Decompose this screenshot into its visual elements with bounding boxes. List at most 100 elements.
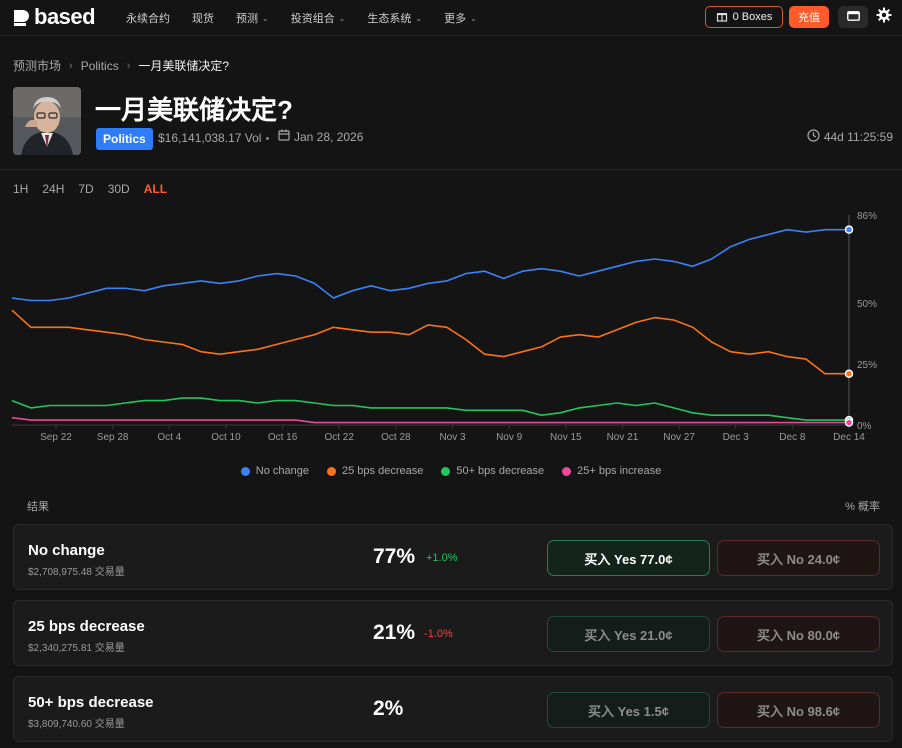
countdown-text: 44d 11:25:59 (823, 130, 893, 144)
gift-icon (716, 10, 728, 25)
boxes-label: 0 Boxes (732, 11, 773, 23)
series-end-point-0 (844, 225, 854, 234)
chevron-right-icon: › (126, 59, 131, 72)
x-tick-label: Nov 9 (496, 432, 523, 443)
outcome-name: 25 bps decrease (28, 618, 145, 635)
logo[interactable]: based (12, 4, 96, 29)
legend-swatch (327, 466, 336, 476)
buy-no-button[interactable]: 买入 No 24.0¢ (717, 540, 880, 576)
y-tick-label: 50% (857, 299, 877, 310)
series-line-1 (11, 309, 849, 375)
outcome-name: No change (28, 542, 105, 559)
legend-label: 50+ bps decrease (456, 465, 545, 477)
legend-label: 25+ bps increase (577, 465, 662, 477)
outcome-card-25bps-decrease[interactable]: 25 bps decrease $2,340,275.81 交易量 21% -1… (13, 600, 893, 666)
timeframe-tab[interactable]: 24H (42, 182, 65, 196)
series-end-point-1 (844, 369, 854, 378)
buy-no-button[interactable]: 买入 No 98.6¢ (717, 692, 880, 728)
outcomes-header-left: 结果 (27, 501, 49, 513)
divider (0, 169, 902, 170)
legend-item[interactable]: 50+ bps decrease (441, 465, 544, 477)
legend-item[interactable]: 25 bps decrease (327, 465, 423, 477)
outcome-change: -1.0% (424, 628, 453, 640)
legend-swatch (562, 466, 572, 476)
outcome-card-no-change[interactable]: No change $2,708,975.48 交易量 77% +1.0% 买入… (13, 524, 893, 590)
breadcrumb-category[interactable]: Politics (80, 58, 119, 73)
breadcrumb: 预测市场 › Politics › 一月美联储决定? (13, 57, 229, 74)
nav-item-3[interactable]: 投资组合 ⌄ (291, 10, 346, 26)
nav-item-2[interactable]: 预测 ⌄ (236, 10, 269, 26)
y-tick-label: 25% (857, 360, 877, 371)
nav-item-label: 生态系统 (367, 13, 412, 25)
buy-yes-button[interactable]: 买入 Yes 1.5¢ (547, 692, 710, 728)
breadcrumb-current: 一月美联储决定? (138, 59, 230, 73)
buy-no-button[interactable]: 买入 No 80.0¢ (717, 616, 880, 652)
timeframe-tab[interactable]: ALL (143, 182, 168, 196)
outcome-probability: 2% (373, 697, 404, 720)
buy-yes-button[interactable]: 买入 Yes 21.0¢ (547, 616, 710, 652)
x-tick-label: Dec 3 (723, 432, 750, 443)
nav-item-label: 永续合约 (126, 13, 170, 25)
market-image (13, 87, 81, 155)
legend-label: 25 bps decrease (342, 465, 424, 477)
page-title: 一月美联储决定? (95, 95, 293, 125)
main-menu: 永续合约 现货 预测 ⌄ 投资组合 ⌄ 生态系统 ⌄ 更多 ⌄ (126, 0, 499, 36)
series-line-0 (11, 228, 849, 302)
legend-label: No change (255, 465, 309, 477)
chevron-down-icon: ⌄ (415, 13, 423, 23)
topup-button[interactable]: 充值 (789, 6, 829, 28)
x-tick-label: Dec 8 (779, 432, 806, 443)
timeframe-tab[interactable]: 7D (78, 182, 94, 196)
x-tick-label: Nov 21 (607, 432, 639, 443)
market-date: Jan 28, 2026 (278, 129, 363, 144)
date-text: Jan 28, 2026 (294, 129, 364, 144)
x-tick-label: Nov 15 (550, 432, 582, 443)
nav-item-label: 投资组合 (290, 13, 335, 25)
outcome-card-50bps-decrease[interactable]: 50+ bps decrease $3,809,740.60 交易量 2% 买入… (13, 676, 893, 742)
outcome-volume: $2,340,275.81 交易量 (28, 643, 125, 654)
nav-item-1[interactable]: 现货 (192, 10, 214, 26)
series-line-2 (11, 397, 849, 421)
nav-item-5[interactable]: 更多 ⌄ (444, 10, 477, 26)
nav-item-4[interactable]: 生态系统 ⌄ (367, 10, 422, 26)
brand-name: based (34, 4, 96, 29)
x-tick-label: Oct 10 (211, 432, 241, 443)
boxes-button[interactable]: 0 Boxes (705, 6, 783, 28)
calendar-icon (278, 129, 290, 144)
series-line-3 (11, 416, 849, 424)
settings-button[interactable] (874, 7, 894, 27)
timeframe-tab[interactable]: 30D (107, 182, 130, 196)
x-tick-label: Oct 28 (381, 432, 411, 443)
legend-item[interactable]: No change (240, 465, 309, 477)
outcome-volume: $2,708,975.48 交易量 (28, 567, 125, 578)
countdown: 44d 11:25:59 (807, 129, 893, 145)
wallet-button[interactable] (838, 6, 868, 28)
outcome-change: +1.0% (426, 552, 458, 564)
x-tick-label: Sep 28 (97, 432, 129, 443)
nav-item-0[interactable]: 永续合约 (126, 10, 170, 26)
legend-swatch (240, 466, 250, 476)
x-tick-label: Nov 27 (663, 432, 695, 443)
category-tag[interactable]: Politics (96, 128, 153, 150)
legend-item[interactable]: 25+ bps increase (562, 465, 661, 477)
clock-icon (807, 129, 820, 145)
chart-legend: No change 25 bps decrease 50+ bps decrease… (0, 465, 902, 477)
wallet-icon (846, 8, 860, 26)
x-tick-label: Oct 4 (157, 432, 181, 443)
outcome-probability: 21% (373, 621, 416, 644)
outcome-volume: $3,809,740.60 交易量 (28, 719, 125, 730)
separator-dot (266, 137, 269, 140)
based-logo-icon (12, 8, 30, 26)
chevron-right-icon: › (69, 59, 73, 72)
probability-chart: 86% 50% 25% 0% Sep 22 Sep 28 Oct 4 Oct 10 Oct 16… (11, 211, 877, 443)
x-tick-label: Oct 16 (268, 432, 298, 443)
y-tick-label: 0% (857, 421, 872, 432)
chevron-down-icon: ⌄ (338, 13, 346, 23)
buy-yes-button[interactable]: 买入 Yes 77.0¢ (547, 540, 710, 576)
breadcrumb-root[interactable]: 预测市场 (13, 59, 62, 73)
timeframe-tab[interactable]: 1H (13, 182, 29, 196)
chevron-down-icon: ⌄ (470, 13, 477, 23)
x-tick-label: Sep 22 (40, 432, 72, 443)
outcome-name: 50+ bps decrease (28, 694, 154, 711)
legend-swatch (441, 466, 451, 476)
